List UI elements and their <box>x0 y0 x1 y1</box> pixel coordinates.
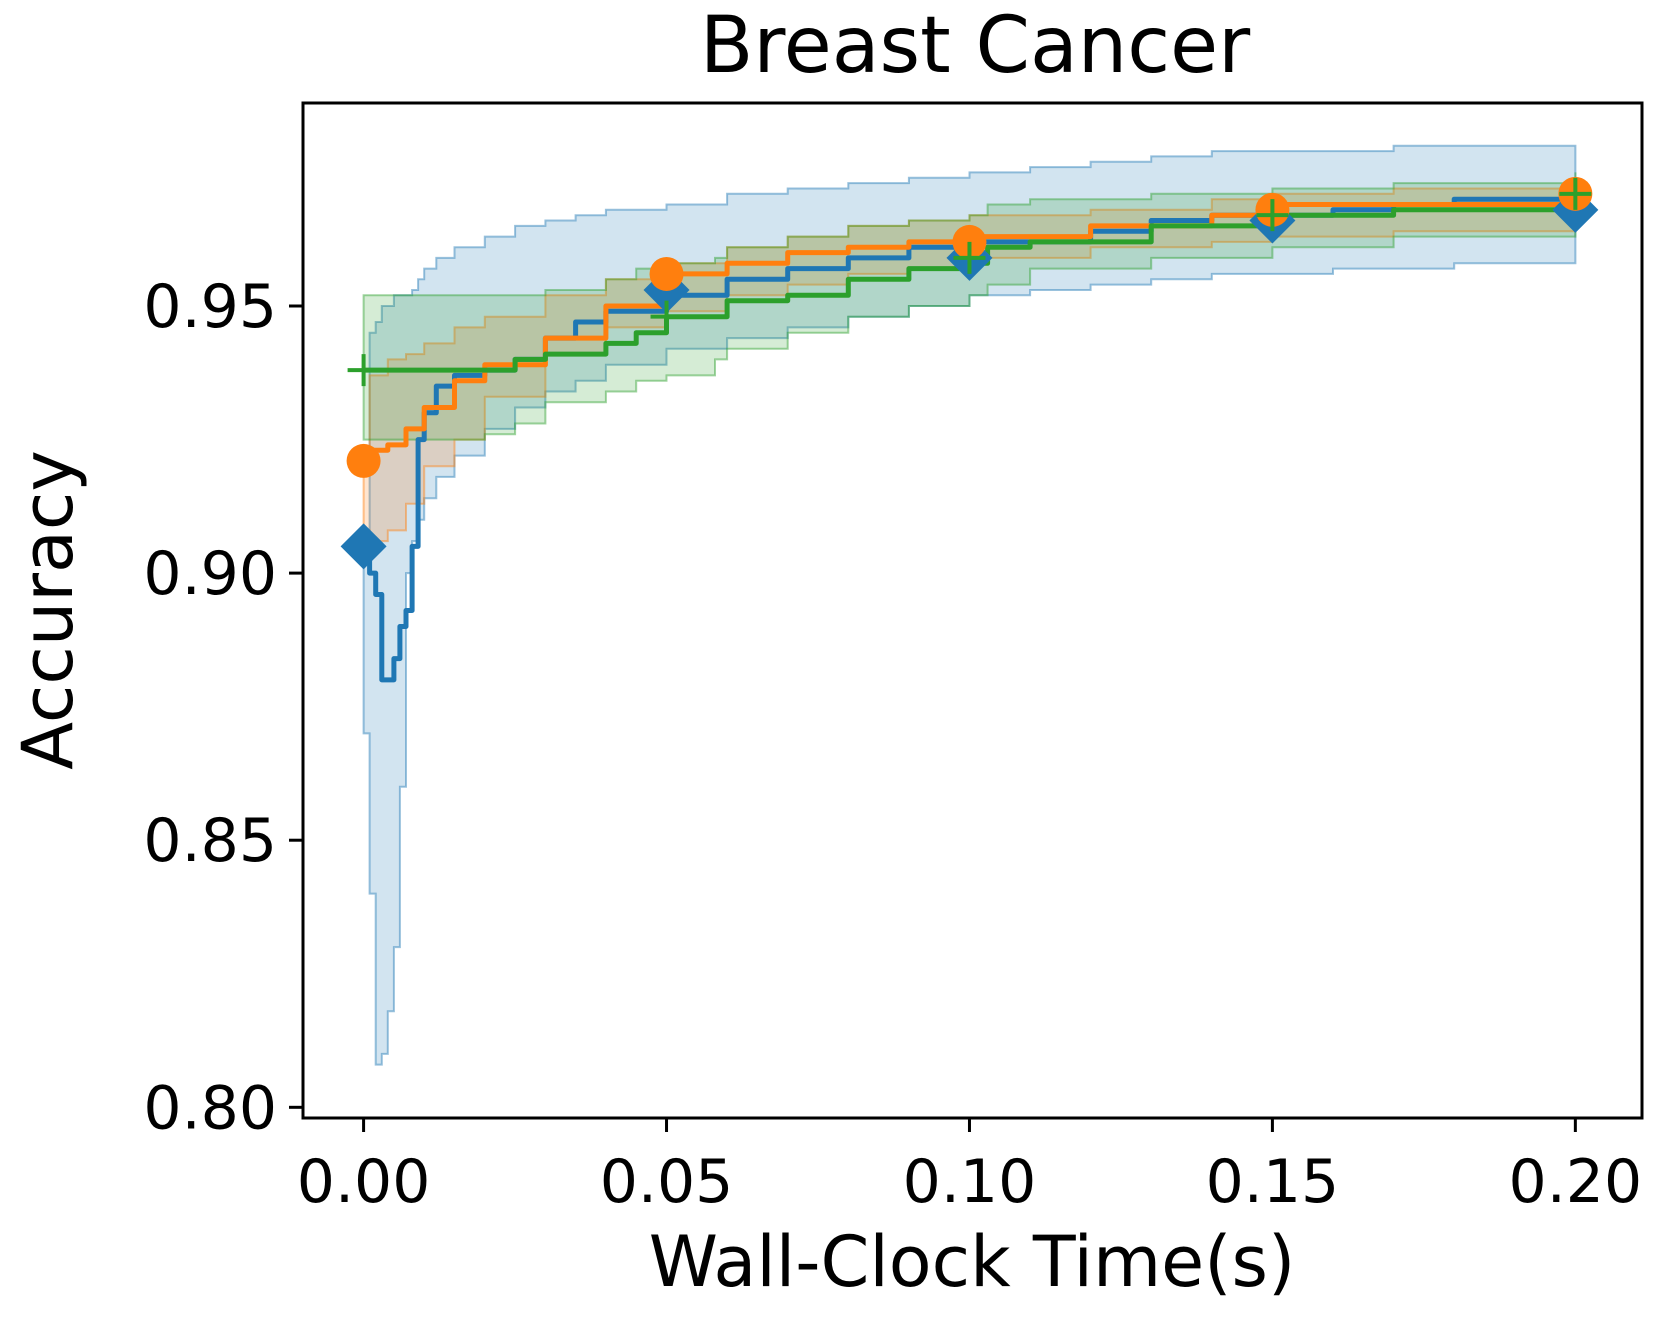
series-3-marker <box>1559 177 1592 210</box>
series-3-line <box>363 199 1578 373</box>
plot-frame <box>301 101 1644 1120</box>
y-axis-label: Accuracy <box>7 450 89 770</box>
series-3-marker <box>347 354 380 387</box>
y-tick-label: 0.95 <box>143 272 277 342</box>
series-1-marker <box>340 523 387 570</box>
series-2-marker <box>952 224 987 259</box>
chart-title: Breast Cancer <box>700 1 1251 91</box>
series-2-marker <box>649 256 684 291</box>
series-2-marker <box>346 443 381 478</box>
x-axis-label: Wall-Clock Time(s) <box>649 1221 1296 1303</box>
y-axis: 0.80 0.85 0.90 0.95 <box>143 272 303 1143</box>
plot-area <box>340 144 1599 1066</box>
x-tick-label: 0.05 <box>600 1147 734 1217</box>
y-tick-label: 0.85 <box>143 806 277 876</box>
series-1-band <box>362 144 1577 1066</box>
series-3-marker <box>650 300 683 333</box>
x-tick-label: 0.20 <box>1509 1147 1643 1217</box>
x-tick-label: 0.10 <box>903 1147 1037 1217</box>
y-tick-label: 0.90 <box>143 539 277 609</box>
x-axis: 0.00 0.05 0.10 0.15 0.20 <box>297 1118 1642 1217</box>
series-3-marker <box>1256 199 1289 232</box>
y-tick-label: 0.80 <box>143 1073 277 1143</box>
x-tick-label: 0.15 <box>1206 1147 1340 1217</box>
series-3-marker <box>953 241 986 274</box>
x-tick-label: 0.00 <box>297 1147 431 1217</box>
